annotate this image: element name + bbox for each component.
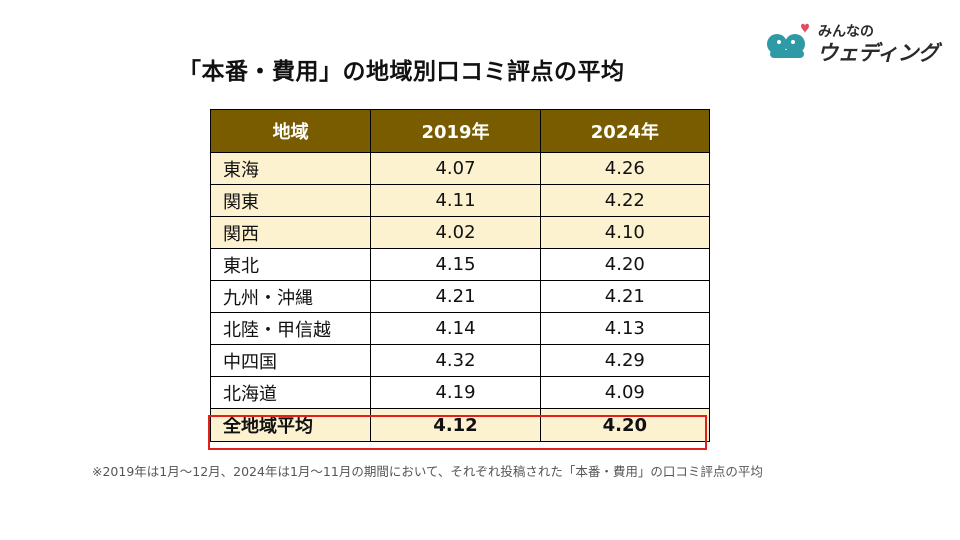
region-cell: 中四国 xyxy=(209,344,372,377)
table-row: 東北 4.15 4.20 xyxy=(209,248,711,281)
table-row: 関西 4.02 4.10 xyxy=(209,216,711,249)
header-2019: 2019年 xyxy=(370,109,541,153)
region-cell: 東海 xyxy=(209,152,372,185)
score-2019-cell: 4.32 xyxy=(370,344,541,377)
score-2019-cell: 4.02 xyxy=(370,216,541,249)
header-region: 地域 xyxy=(209,109,372,153)
score-2024-cell: 4.21 xyxy=(539,280,711,313)
region-cell: 関東 xyxy=(209,184,372,217)
score-2024-cell: 4.20 xyxy=(539,248,711,281)
score-2024-cell: 4.13 xyxy=(539,312,711,345)
table-row: 関東 4.11 4.22 xyxy=(209,184,711,217)
logo: みんなの ウェディング xyxy=(765,18,945,65)
table-row: 九州・沖縄 4.21 4.21 xyxy=(209,280,711,313)
logo-text-big: ウェディング xyxy=(817,41,939,65)
score-2019-cell: 4.19 xyxy=(370,376,541,409)
score-2019-cell: 4.07 xyxy=(370,152,541,185)
table-row: 中四国 4.32 4.29 xyxy=(209,344,711,377)
region-cell: 東北 xyxy=(209,248,372,281)
score-2024-cell: 4.09 xyxy=(539,376,711,409)
total-2019-cell: 4.12 xyxy=(370,408,541,442)
table-row: 東海 4.07 4.26 xyxy=(209,152,711,185)
total-row: 全地域平均 4.12 4.20 xyxy=(209,408,711,442)
table-row: 北海道 4.19 4.09 xyxy=(209,376,711,409)
score-2024-cell: 4.10 xyxy=(539,216,711,249)
header-2024: 2024年 xyxy=(539,109,711,153)
logo-text-small: みんなの xyxy=(818,24,874,40)
score-2024-cell: 4.22 xyxy=(539,184,711,217)
score-2019-cell: 4.11 xyxy=(370,184,541,217)
total-2024-cell: 4.20 xyxy=(539,408,711,442)
region-cell: 九州・沖縄 xyxy=(209,280,372,313)
score-2024-cell: 4.29 xyxy=(539,344,711,377)
score-2024-cell: 4.26 xyxy=(539,152,711,185)
region-cell: 北陸・甲信越 xyxy=(209,312,372,345)
score-2019-cell: 4.21 xyxy=(370,280,541,313)
score-table: 地域 2019年 2024年 東海 4.07 4.26 関東 4.11 4.22… xyxy=(209,109,711,442)
table-row: 北陸・甲信越 4.14 4.13 xyxy=(209,312,711,345)
region-cell: 関西 xyxy=(209,216,372,249)
logo-mark-icon xyxy=(767,23,809,58)
region-cell: 北海道 xyxy=(209,376,372,409)
score-2019-cell: 4.15 xyxy=(370,248,541,281)
score-2019-cell: 4.14 xyxy=(370,312,541,345)
page-title: 「本番・費用」の地域別口コミ評点の平均 xyxy=(178,59,625,85)
total-label-cell: 全地域平均 xyxy=(209,408,372,442)
table-header-row: 地域 2019年 2024年 xyxy=(209,109,711,153)
footnote: ※2019年は1月〜12月、2024年は1月〜11月の期間において、それぞれ投稿… xyxy=(92,464,763,479)
